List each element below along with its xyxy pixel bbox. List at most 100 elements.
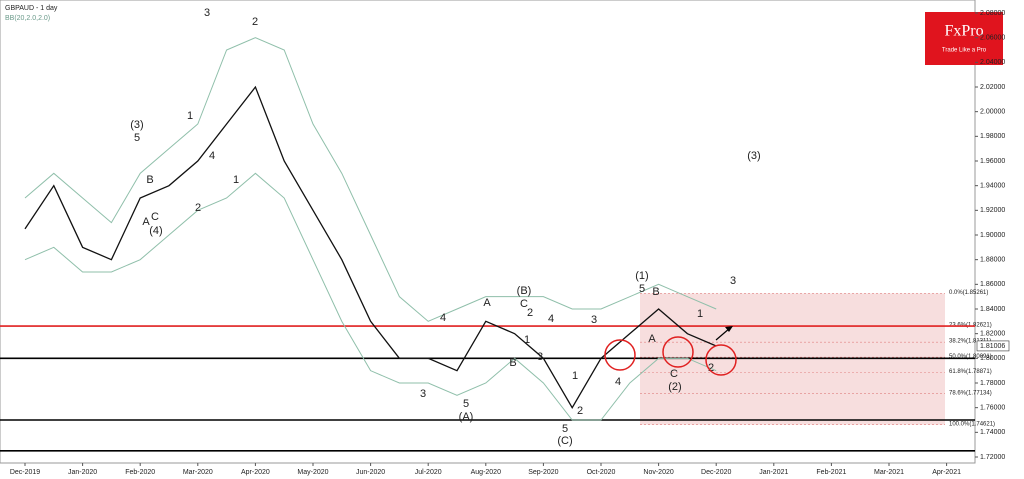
band-line	[24, 172, 717, 421]
wave-label: (A)	[459, 411, 474, 423]
wave-label: 3	[537, 351, 543, 363]
x-tick-label: Dec-2020	[701, 469, 731, 476]
y-tick-label: 1.80000	[980, 355, 1005, 362]
y-tick-label: 1.84000	[980, 306, 1005, 313]
y-tick-label: 1.90000	[980, 232, 1005, 239]
wave-label: 1	[233, 174, 239, 186]
wave-label: B	[652, 286, 659, 298]
wave-label: (4)	[149, 225, 162, 237]
x-tick-label: Jan-2020	[68, 469, 97, 476]
wave-label: C	[520, 298, 528, 310]
x-tick-label: Mar-2021	[874, 469, 904, 476]
x-tick-label: Jan-2021	[759, 469, 788, 476]
fib-label: 100.0%(1.74621)	[949, 421, 995, 427]
x-tick-label: Nov-2020	[643, 469, 673, 476]
y-tick-label: 1.76000	[980, 405, 1005, 412]
arrow-head	[725, 326, 733, 332]
y-tick-label: 1.88000	[980, 257, 1005, 264]
y-tick-label: 1.94000	[980, 183, 1005, 190]
wave-label: A	[142, 216, 150, 228]
y-tick-label: 1.86000	[980, 281, 1005, 288]
x-tick-label: Jul-2020	[415, 469, 442, 476]
wave-label: 2	[252, 16, 258, 28]
x-tick-label: Oct-2020	[587, 469, 616, 476]
fib-label: 38.2%(1.81311)	[949, 339, 991, 345]
y-tick-label: 2.04000	[980, 59, 1005, 66]
wave-label: 5	[134, 132, 140, 144]
wave-label: C	[151, 211, 159, 223]
x-tick-label: Feb-2020	[125, 469, 155, 476]
y-tick-label: 1.74000	[980, 429, 1005, 436]
highlight-circle	[705, 344, 737, 376]
wave-label: 1	[524, 334, 530, 346]
wave-label: 5	[463, 398, 469, 410]
x-tick-label: Aug-2020	[471, 469, 501, 476]
logo-box	[925, 12, 1003, 65]
highlight-circle	[662, 336, 694, 368]
wave-label: 5	[639, 283, 645, 295]
wave-label: 1	[572, 370, 578, 382]
y-tick-label: 2.02000	[980, 84, 1005, 91]
wave-label: A	[483, 297, 491, 309]
y-tick-label: 1.72000	[980, 454, 1005, 461]
y-tick-label: 1.98000	[980, 133, 1005, 140]
y-tick-label: 2.00000	[980, 109, 1005, 116]
wave-label: B	[509, 357, 516, 369]
wave-label: 5	[562, 423, 568, 435]
fib-label: 78.6%(1.77134)	[949, 390, 992, 396]
wave-label: 4	[548, 313, 554, 325]
y-tick-label: 1.78000	[980, 380, 1005, 387]
y-tick-label: 1.96000	[980, 158, 1005, 165]
highlight-circle	[604, 339, 636, 371]
current-price-box	[976, 340, 1010, 352]
fib-label: 50.0%(1.80091)	[949, 354, 992, 360]
x-tick-label: Sep-2020	[528, 469, 558, 476]
wave-label: 4	[615, 376, 621, 388]
wave-label: 1	[187, 110, 193, 122]
price-line	[24, 85, 717, 409]
wave-label: 4	[440, 312, 446, 324]
x-tick-label: Apr-2020	[241, 469, 270, 476]
markers	[604, 326, 737, 376]
x-tick-label: Mar-2020	[183, 469, 213, 476]
fib-label: 61.8%(1.78871)	[949, 369, 992, 375]
wave-label: (1)	[635, 270, 648, 282]
y-tick-label: 1.82000	[980, 331, 1005, 338]
wave-label: 3	[591, 314, 597, 326]
indicator-label: BB(20,2.0,2.0)	[5, 15, 50, 22]
wave-label: (2)	[668, 381, 681, 393]
fib-label: 0.0%(1.85261)	[949, 290, 988, 296]
wave-label: 2	[527, 307, 533, 319]
wave-label: (3)	[747, 150, 760, 162]
wave-label: A	[648, 333, 656, 345]
x-tick-label: Jun-2020	[356, 469, 385, 476]
wave-label: 1	[697, 308, 703, 320]
wave-label: (3)	[130, 119, 143, 131]
x-tick-label: Dec-2019	[10, 469, 40, 476]
y-tick-label: 1.92000	[980, 207, 1005, 214]
wave-label: (C)	[557, 435, 572, 447]
logo-tagline: Trade Like a Pro	[942, 48, 987, 54]
wave-label: 3	[730, 275, 736, 287]
wave-label: 2	[577, 405, 583, 417]
band-line	[24, 37, 717, 322]
wave-label: 3	[420, 388, 426, 400]
wave-label: B	[146, 174, 153, 186]
chart-title: GBPAUD - 1 day	[5, 5, 58, 12]
current-price-label: 1.81006	[980, 343, 1005, 350]
y-tick-label: 2.06000	[980, 35, 1005, 42]
x-tick-label: Apr-2021	[932, 469, 961, 476]
y-tick-label: 2.08000	[980, 10, 1005, 17]
x-tick-label: May-2020	[297, 469, 328, 476]
wave-label: 3	[204, 7, 210, 19]
wave-label: 2	[195, 202, 201, 214]
wave-label: 2	[708, 362, 714, 374]
x-tick-label: Feb-2021	[816, 469, 846, 476]
logo-brand: FxPro	[944, 23, 983, 40]
wave-label: (B)	[517, 285, 532, 297]
wave-label: 4	[209, 150, 215, 162]
wave-label: C	[670, 368, 678, 380]
plot-frame	[0, 0, 976, 464]
logo: FxPro Trade Like a Pro	[925, 12, 1003, 65]
